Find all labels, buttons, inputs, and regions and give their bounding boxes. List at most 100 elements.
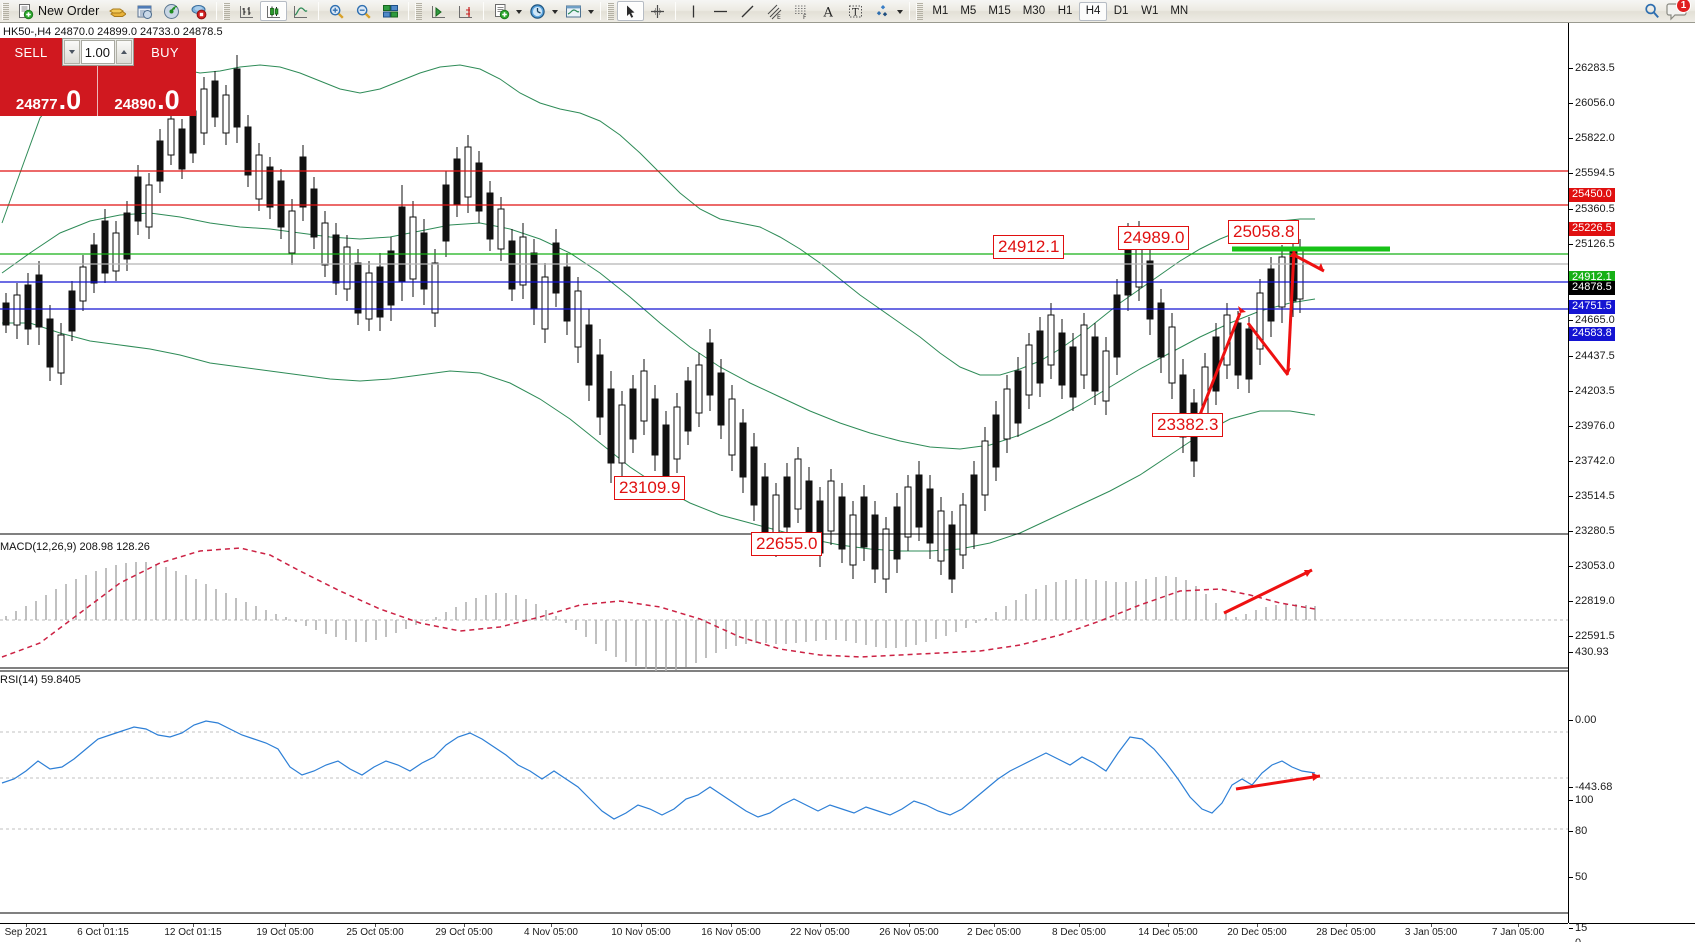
macd-trend-arrow[interactable] <box>1223 568 1313 615</box>
time-axis-label: 14 Dec 05:00 <box>1138 927 1198 938</box>
shapes-icon <box>877 4 888 16</box>
chart-window[interactable]: HK50-,H4 24870.0 24899.0 24733.0 24878.5… <box>0 23 1695 942</box>
one-click-trading-panel[interactable]: SELL 1.00 BUY 24877 .0 24890 .0 <box>0 38 196 116</box>
equidistant-channel-button[interactable]: E <box>761 1 788 21</box>
autotrading-button[interactable] <box>185 1 212 21</box>
buy-button-label[interactable]: BUY <box>134 38 196 66</box>
crosshair-button[interactable] <box>644 1 671 21</box>
alerts-button[interactable]: 1 <box>1666 0 1691 22</box>
annotation-label-22655[interactable]: 22655.0 <box>751 532 823 556</box>
signals-icon <box>164 3 180 19</box>
indicators-button[interactable] <box>488 1 515 21</box>
toolbar-grip-5[interactable] <box>916 2 924 20</box>
price-scale-tick <box>1569 461 1573 462</box>
main-toolbar: New Order <box>0 0 1695 23</box>
zoom-out-icon <box>357 4 371 19</box>
zoom-out-button[interactable] <box>350 1 377 21</box>
price-scale-label: 24437.5 <box>1575 350 1615 362</box>
tab-timeframe-d1[interactable]: D1 <box>1113 5 1129 17</box>
annotation-label-23382[interactable]: 23382.3 <box>1152 413 1224 437</box>
trendline-button[interactable] <box>734 1 761 21</box>
period-clock-button[interactable] <box>524 1 551 21</box>
zoom-in-button[interactable] <box>323 1 350 21</box>
horizontal-price-lines[interactable] <box>0 170 1568 310</box>
price-scale-label: 23742.0 <box>1575 455 1615 467</box>
tab-timeframe-m5[interactable]: M5 <box>960 5 977 17</box>
annotation-label-24912[interactable]: 24912.1 <box>993 235 1065 259</box>
time-axis-label: 2 Dec 05:00 <box>967 927 1021 938</box>
shapes-dropdown-caret[interactable] <box>896 2 905 20</box>
annotation-label-25058[interactable]: 25058.8 <box>1228 220 1300 244</box>
price-scale-tick <box>1569 831 1573 832</box>
chart-plot-area[interactable] <box>0 23 1568 942</box>
tab-timeframe-w1[interactable]: W1 <box>1141 5 1159 17</box>
price-scale-label: 23053.0 <box>1575 560 1615 572</box>
price-scale-tick <box>1569 601 1573 602</box>
price-scale-badge: 24878.5 <box>1569 281 1615 295</box>
bar-chart-button[interactable] <box>233 1 260 21</box>
time-axis-tick <box>820 924 821 927</box>
rsi-level-lines <box>0 731 1568 830</box>
vertical-line-button[interactable] <box>680 1 707 21</box>
chart-shift-icon <box>459 5 473 18</box>
sell-price-button[interactable]: 24877 .0 <box>0 66 98 116</box>
tab-timeframe-h4[interactable]: H4 <box>1079 1 1108 21</box>
tab-timeframe-m1[interactable]: M1 <box>932 5 949 17</box>
auto-scroll-button[interactable] <box>425 1 452 21</box>
trendline-icon <box>741 5 754 17</box>
tab-timeframe-m30[interactable]: M30 <box>1022 5 1046 17</box>
volume-stepper[interactable]: 1.00 <box>62 38 134 66</box>
price-scale[interactable]: 26283.5 26056.0 25822.0 25594.5 25450.0 25360… <box>1569 23 1695 942</box>
period-dropdown-caret[interactable] <box>551 2 560 20</box>
chart-shift-button[interactable] <box>452 1 479 21</box>
new-order-icon <box>19 3 34 19</box>
price-scale-tick <box>1569 173 1573 174</box>
price-scale-tick <box>1569 426 1573 427</box>
tile-windows-button[interactable] <box>377 1 404 21</box>
sell-button-label[interactable]: SELL <box>0 38 62 66</box>
arrow-down-1[interactable] <box>1246 322 1290 376</box>
horizontal-line-button[interactable] <box>707 1 734 21</box>
price-scale-border <box>1568 23 1569 923</box>
terminal-window-button[interactable] <box>131 1 158 21</box>
text-label-button[interactable]: T <box>842 1 869 21</box>
fibonacci-button[interactable]: F <box>788 1 815 21</box>
volume-increase-button[interactable] <box>116 40 132 64</box>
tab-timeframe-h1[interactable]: H1 <box>1057 5 1073 17</box>
gold-bars-button[interactable] <box>104 1 131 21</box>
buy-price-button[interactable]: 24890 .0 <box>98 66 196 116</box>
arrow-up-2[interactable] <box>1286 250 1296 372</box>
volume-decrease-button[interactable] <box>64 40 80 64</box>
new-order-button[interactable]: New Order <box>12 1 104 21</box>
time-axis-label: 4 Nov 05:00 <box>524 927 578 938</box>
svg-text:E: E <box>777 14 781 20</box>
toolbar-grip-1[interactable] <box>2 2 9 20</box>
toolbar-grip-2[interactable] <box>223 2 231 20</box>
tab-timeframe-mn[interactable]: MN <box>1170 5 1189 17</box>
toolbar-grip-3[interactable] <box>415 2 423 20</box>
indicators-dropdown-caret[interactable] <box>515 2 524 20</box>
shapes-button[interactable] <box>869 1 896 21</box>
line-chart-button[interactable] <box>287 1 314 21</box>
price-scale-tick <box>1569 138 1573 139</box>
candlestick-chart-button[interactable] <box>260 1 288 21</box>
annotation-label-24989[interactable]: 24989.0 <box>1118 226 1190 250</box>
toolbar-separator-6 <box>675 2 677 20</box>
text-button[interactable]: A <box>815 1 842 21</box>
tab-timeframe-m15[interactable]: M15 <box>988 5 1011 17</box>
time-axis[interactable]: Sep 2021 6 Oct 01:15 12 Oct 01:15 19 Oct 05… <box>0 923 1568 942</box>
vertical-line-icon <box>693 5 695 17</box>
new-order-label: New Order <box>38 4 100 18</box>
oct-top-row: SELL 1.00 BUY <box>0 38 196 66</box>
templates-dropdown-caret[interactable] <box>587 2 596 20</box>
search-icon[interactable] <box>1642 1 1662 21</box>
price-scale-badge: 24751.5 <box>1569 300 1615 314</box>
rsi-trend-arrow[interactable] <box>1235 773 1321 791</box>
cursor-button[interactable] <box>617 1 645 21</box>
annotation-label-23109[interactable]: 23109.9 <box>614 476 686 500</box>
time-axis-label: 28 Dec 05:00 <box>1316 927 1376 938</box>
toolbar-grip-4[interactable] <box>607 2 615 20</box>
templates-button[interactable] <box>560 1 587 21</box>
volume-input[interactable]: 1.00 <box>81 40 115 64</box>
signals-button[interactable] <box>158 1 185 21</box>
